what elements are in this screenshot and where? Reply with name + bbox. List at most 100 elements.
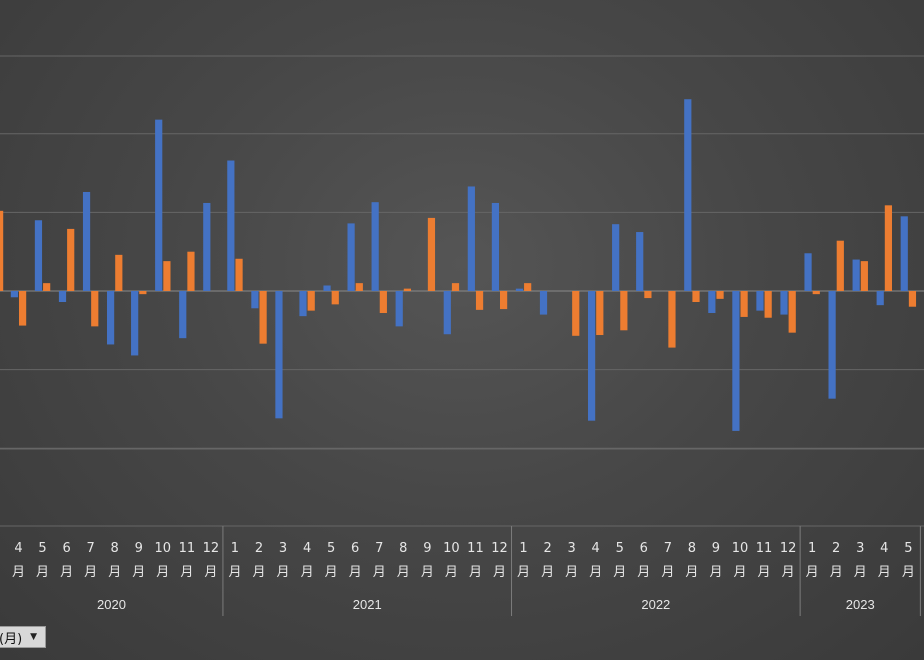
bar-series2 [403,288,411,291]
month-tick-number: 2 [543,541,551,556]
month-tick-number: 1 [808,541,816,556]
month-tick-unit: 月 [878,565,891,580]
month-tick-unit: 月 [349,565,362,580]
month-tick-unit: 月 [709,565,722,580]
gridlines [0,55,924,450]
month-tick-unit: 月 [493,565,506,580]
month-tick-unit: 月 [36,565,49,580]
bar-series2 [908,291,917,307]
year-label: 2021 [353,597,382,612]
bar-series2 [19,291,27,326]
month-tick-number: 8 [399,541,407,556]
bar-series1 [515,288,524,291]
month-tick-number: 6 [640,541,648,556]
bar-series2 [572,291,580,336]
month-tick-number: 6 [351,541,359,556]
month-tick-number: 5 [38,541,46,556]
month-tick-number: 10 [732,541,749,556]
bar-series1 [371,202,379,291]
bar-series2 [43,283,51,291]
bar-series1 [131,291,139,356]
month-tick-number: 4 [592,541,600,556]
bar-series1 [251,291,259,309]
bar-series2 [836,240,844,291]
month-field-button[interactable]: (月) ▼ [0,626,47,648]
month-tick-unit: 月 [758,565,771,580]
bar-series2 [163,261,171,291]
bar-series2 [451,283,460,291]
bar-series1 [636,232,644,291]
month-tick-number: 9 [423,541,431,556]
month-tick-number: 2 [255,541,263,556]
month-tick-unit: 月 [12,565,25,580]
bar-series1 [58,291,67,303]
month-tick-unit: 月 [854,565,867,580]
month-tick-unit: 月 [613,565,626,580]
month-tick-unit: 月 [277,565,290,580]
month-tick-unit: 月 [60,565,73,580]
bar-series2 [355,283,363,291]
month-tick-number: 7 [664,541,672,556]
bar-series2 [812,291,820,295]
bar-series2 [884,205,892,291]
bar-series2 [91,291,99,327]
year-label: 2022 [641,597,670,612]
bar-series2 [620,291,628,331]
bar-series1 [876,291,884,306]
bar-series1 [491,202,499,291]
bar-series1 [539,291,548,315]
bar-series1 [467,186,475,291]
month-tick-number: 1 [231,541,239,556]
bar-series1 [179,291,187,339]
month-tick-unit: 月 [132,565,145,580]
category-axis: 4月5月6月7月8月9月10月11月12月20201月2月3月4月5月6月7月8… [0,525,924,616]
dropdown-arrow-icon: ▼ [30,632,38,642]
month-tick-number: 11 [756,541,773,556]
month-tick-unit: 月 [806,565,819,580]
month-tick-number: 12 [203,541,220,556]
bar-series2 [500,291,508,310]
bar-series2 [644,291,652,299]
month-tick-unit: 月 [469,565,482,580]
bar-series1 [684,99,692,291]
bar-series1 [732,291,740,431]
year-label: 2020 [97,597,126,612]
bar-series2 [115,254,123,291]
month-tick-unit: 月 [517,565,530,580]
month-tick-unit: 月 [902,565,915,580]
month-tick-number: 5 [327,541,335,556]
month-tick-unit: 月 [565,565,578,580]
bar-series1 [34,220,43,291]
bar-series2 [596,291,604,336]
bar-series2 [716,291,724,299]
month-tick-unit: 月 [228,565,241,580]
month-tick-unit: 月 [204,565,217,580]
bar-series1 [82,191,91,291]
month-tick-number: 3 [568,541,576,556]
bar-series1 [107,291,115,345]
bar-series2 [475,291,484,310]
bar-series1 [900,216,908,291]
month-tick-unit: 月 [301,565,314,580]
bar-series1 [323,285,331,291]
month-tick-number: 8 [111,541,119,556]
bars [0,99,917,431]
month-tick-unit: 月 [325,565,338,580]
bar-series1 [780,291,788,315]
bar-series1 [708,291,716,314]
month-tick-unit: 月 [156,565,169,580]
bar-series2 [67,228,75,291]
month-tick-number: 6 [62,541,70,556]
month-tick-number: 4 [880,541,888,556]
month-tick-unit: 月 [421,565,434,580]
month-tick-unit: 月 [180,565,193,580]
bar-series1 [347,223,355,291]
bar-series1 [828,291,836,399]
month-field-label: (月) [0,631,23,647]
month-tick-unit: 月 [84,565,97,580]
bar-series2 [139,291,147,295]
month-tick-number: 12 [780,541,797,556]
year-label: 2023 [846,597,875,612]
bar-series2 [187,251,195,291]
